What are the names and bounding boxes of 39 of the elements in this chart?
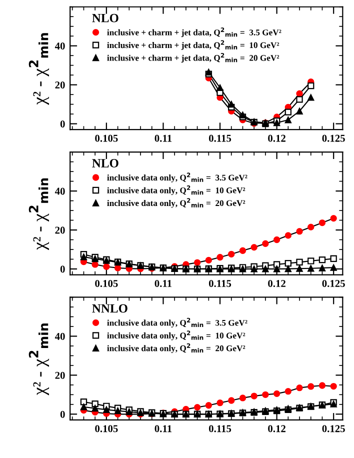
y-tick-label: 40 (54, 188, 65, 195)
chart-title: NLO (92, 159, 118, 168)
y-axis-title: χ² - χ$^{2}$$_{min}$ (28, 33, 49, 105)
legend-label: inclusive + charm + jet data, Q$^{2}$$_{min}$ = 20 GeV² (107, 52, 280, 63)
x-tick-label: 0.11 (154, 280, 172, 288)
x-tick-label: 0.125 (322, 425, 345, 432)
legend-label: inclusive data only, Q$^{2}$$_{min}$ = 3.5 GeV² (107, 172, 248, 182)
chart-title: NLO (92, 14, 118, 22)
chart-title: NNLO (92, 304, 128, 313)
y-tick-label: 0 (60, 410, 65, 418)
legend-label: inclusive data only, Q$^{2}$$_{min}$ = 20 GeV² (107, 343, 246, 353)
legend-label: inclusive + charm + jet data, Q$^{2}$$_{min}$ = 10 GeV² (107, 40, 280, 50)
legend-label: inclusive + charm + jet data, Q$^{2}$$_{min}$ = 3.5 GeV² (107, 28, 282, 38)
x-tick-label: 0.115 (208, 425, 232, 432)
legend-label: inclusive data only, Q$^{2}$$_{min}$ = 10 GeV² (107, 330, 246, 340)
y-tick-label: 20 (55, 372, 65, 379)
legend-label: inclusive data only, Q$^{2}$$_{min}$ = 20 GeV² (107, 198, 246, 208)
y-axis-title: χ² - χ$^{2}$$_{min}$ (28, 178, 49, 250)
y-tick-label: 20 (55, 81, 65, 89)
x-tick-label: 0.125 (322, 280, 345, 288)
legend-label: inclusive data only, Q$^{2}$$_{min}$ = 10 GeV² (107, 185, 246, 196)
x-tick-label: 0.12 (268, 134, 286, 142)
x-tick-label: 0.125 (322, 134, 345, 142)
x-tick-label: 0.12 (268, 425, 286, 432)
y-tick-label: 0 (60, 120, 65, 128)
legend-label: inclusive data only, Q$^{2}$$_{min}$ = 3.5 GeV² (107, 318, 248, 328)
x-tick-label: 0.105 (95, 425, 118, 432)
x-tick-label: 0.115 (208, 134, 232, 142)
y-axis-title: χ² - χ$^{2}$$_{min}$ (28, 324, 49, 396)
x-tick-label: 0.11 (154, 425, 172, 432)
x-tick-label: 0.105 (95, 280, 118, 288)
y-tick-label: 40 (54, 332, 65, 340)
x-tick-label: 0.115 (208, 280, 232, 288)
y-tick-label: 40 (54, 42, 65, 50)
y-tick-label: 20 (55, 226, 65, 234)
x-tick-label: 0.12 (268, 280, 286, 288)
y-tick-label: 0 (60, 266, 65, 273)
x-tick-label: 0.105 (95, 134, 118, 142)
x-tick-label: 0.11 (154, 134, 172, 142)
